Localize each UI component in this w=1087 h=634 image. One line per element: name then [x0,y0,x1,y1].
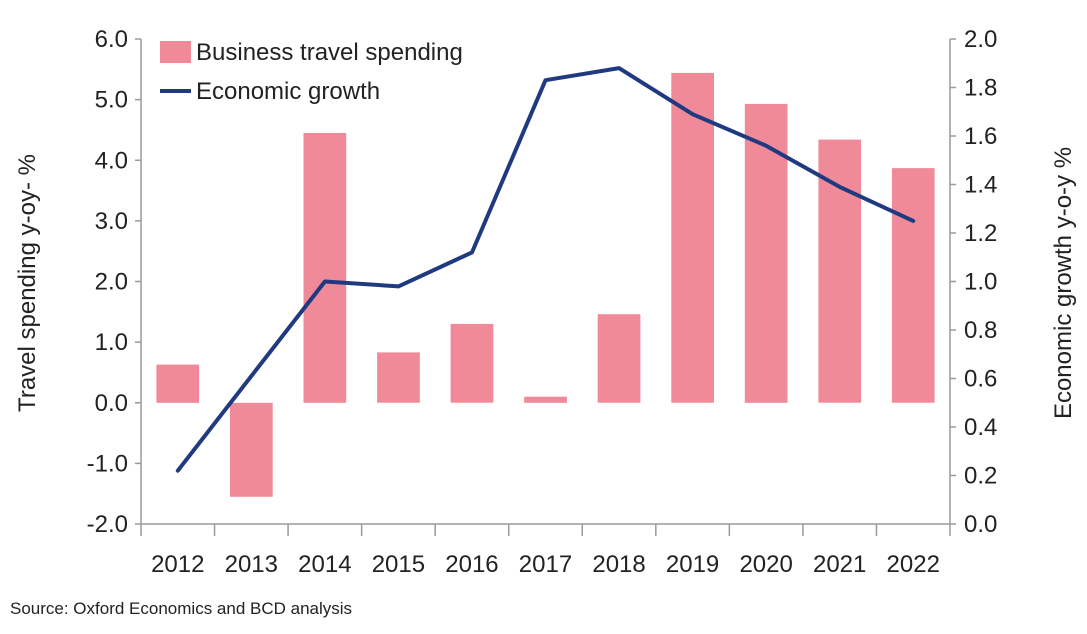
bars-layer [156,72,935,497]
y2-tick-label: 0.0 [964,511,997,538]
y-tick-label: 2.0 [95,269,128,296]
legend: Business travel spending Economic growth [160,39,463,105]
y2-tick-label: 1.0 [964,269,997,296]
y-tick-label: 3.0 [95,208,128,235]
y-tick-label: -1.0 [87,450,128,477]
bar-2014 [303,133,347,403]
x-tick-label: 2021 [813,551,866,578]
y-axis-title: Travel spending y-oy- % [14,154,41,412]
x-tick-label: 2014 [298,551,351,578]
x-tick-label: 2018 [592,551,645,578]
y2-tick-label: 1.4 [964,172,997,199]
source-note: Source: Oxford Economics and BCD analysi… [10,599,352,618]
x-tick-label: 2022 [887,551,940,578]
bar-2017 [524,396,567,403]
x-tick-label: 2017 [519,551,572,578]
x-tick-label: 2013 [225,551,278,578]
y-tick-label: 0.0 [95,390,128,417]
labels-layer: 6.0 5.0 4.0 3.0 2.0 1.0 0.0 -1.0 -2.0 2.0 1.8 1.6 1.… [87,26,998,578]
y-tick-label: 6.0 [95,26,128,53]
y2-tick-label: 0.4 [964,414,997,441]
bar-2019 [671,72,714,403]
bar-2021 [818,139,862,403]
y2-tick-label: 1.6 [964,123,997,150]
y2-axis-title: Economic growth y-o-y % [1050,147,1077,419]
bar-2012 [156,364,200,403]
bar-2018 [597,314,641,403]
y-tick-label: 1.0 [95,329,128,356]
bar-2022 [891,168,935,403]
y-tick-label: 4.0 [95,147,128,174]
y-tick-label: -2.0 [87,511,128,538]
bar-2013 [230,402,273,497]
line-economic-growth [175,66,916,473]
y2-tick-label: 1.8 [964,75,997,102]
line-layer [175,66,916,473]
x-tick-label: 2016 [445,551,498,578]
x-tick-label: 2012 [151,551,204,578]
y2-tick-label: 2.0 [964,26,997,53]
bar-2015 [377,352,420,403]
y-tick-label: 5.0 [95,87,128,114]
y2-tick-label: 1.2 [964,220,997,247]
bar-2016 [450,323,494,403]
legend-bar-swatch [160,41,191,63]
x-tick-label: 2020 [739,551,792,578]
legend-label-bar: Business travel spending [196,39,463,66]
y2-tick-label: 0.2 [964,463,997,490]
bar-2020 [744,103,788,403]
x-tick-label: 2019 [666,551,719,578]
axes-layer [135,38,956,536]
legend-label-line: Economic growth [196,78,380,105]
y2-tick-label: 0.8 [964,317,997,344]
x-tick-label: 2015 [372,551,425,578]
y2-tick-label: 0.6 [964,366,997,393]
